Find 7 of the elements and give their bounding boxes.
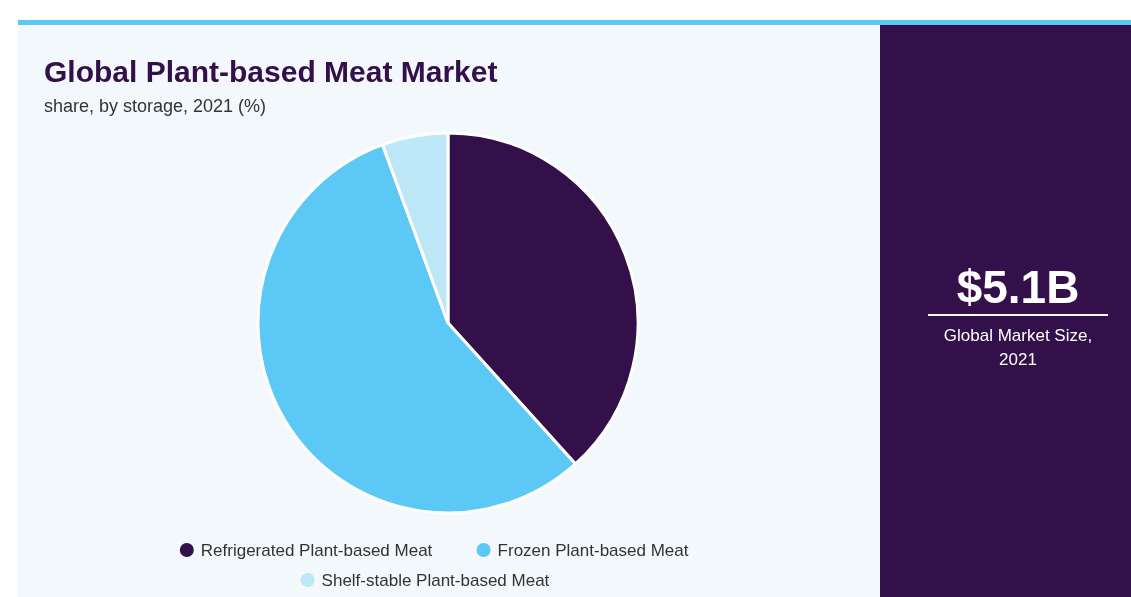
legend-label: Refrigerated Plant-based Meat <box>200 541 433 560</box>
text: $5.1B <box>956 261 1080 313</box>
legend-label: Frozen Plant-based Meat <box>497 541 689 560</box>
chart-subtitle: share, by storage, 2021 (%) <box>44 96 267 116</box>
chart-title: Global Plant-based Meat Market <box>44 55 498 88</box>
text: Global Market Size, 2021 <box>943 326 1093 369</box>
legend-label: Shelf-stable Plant-based Meat <box>321 571 550 590</box>
